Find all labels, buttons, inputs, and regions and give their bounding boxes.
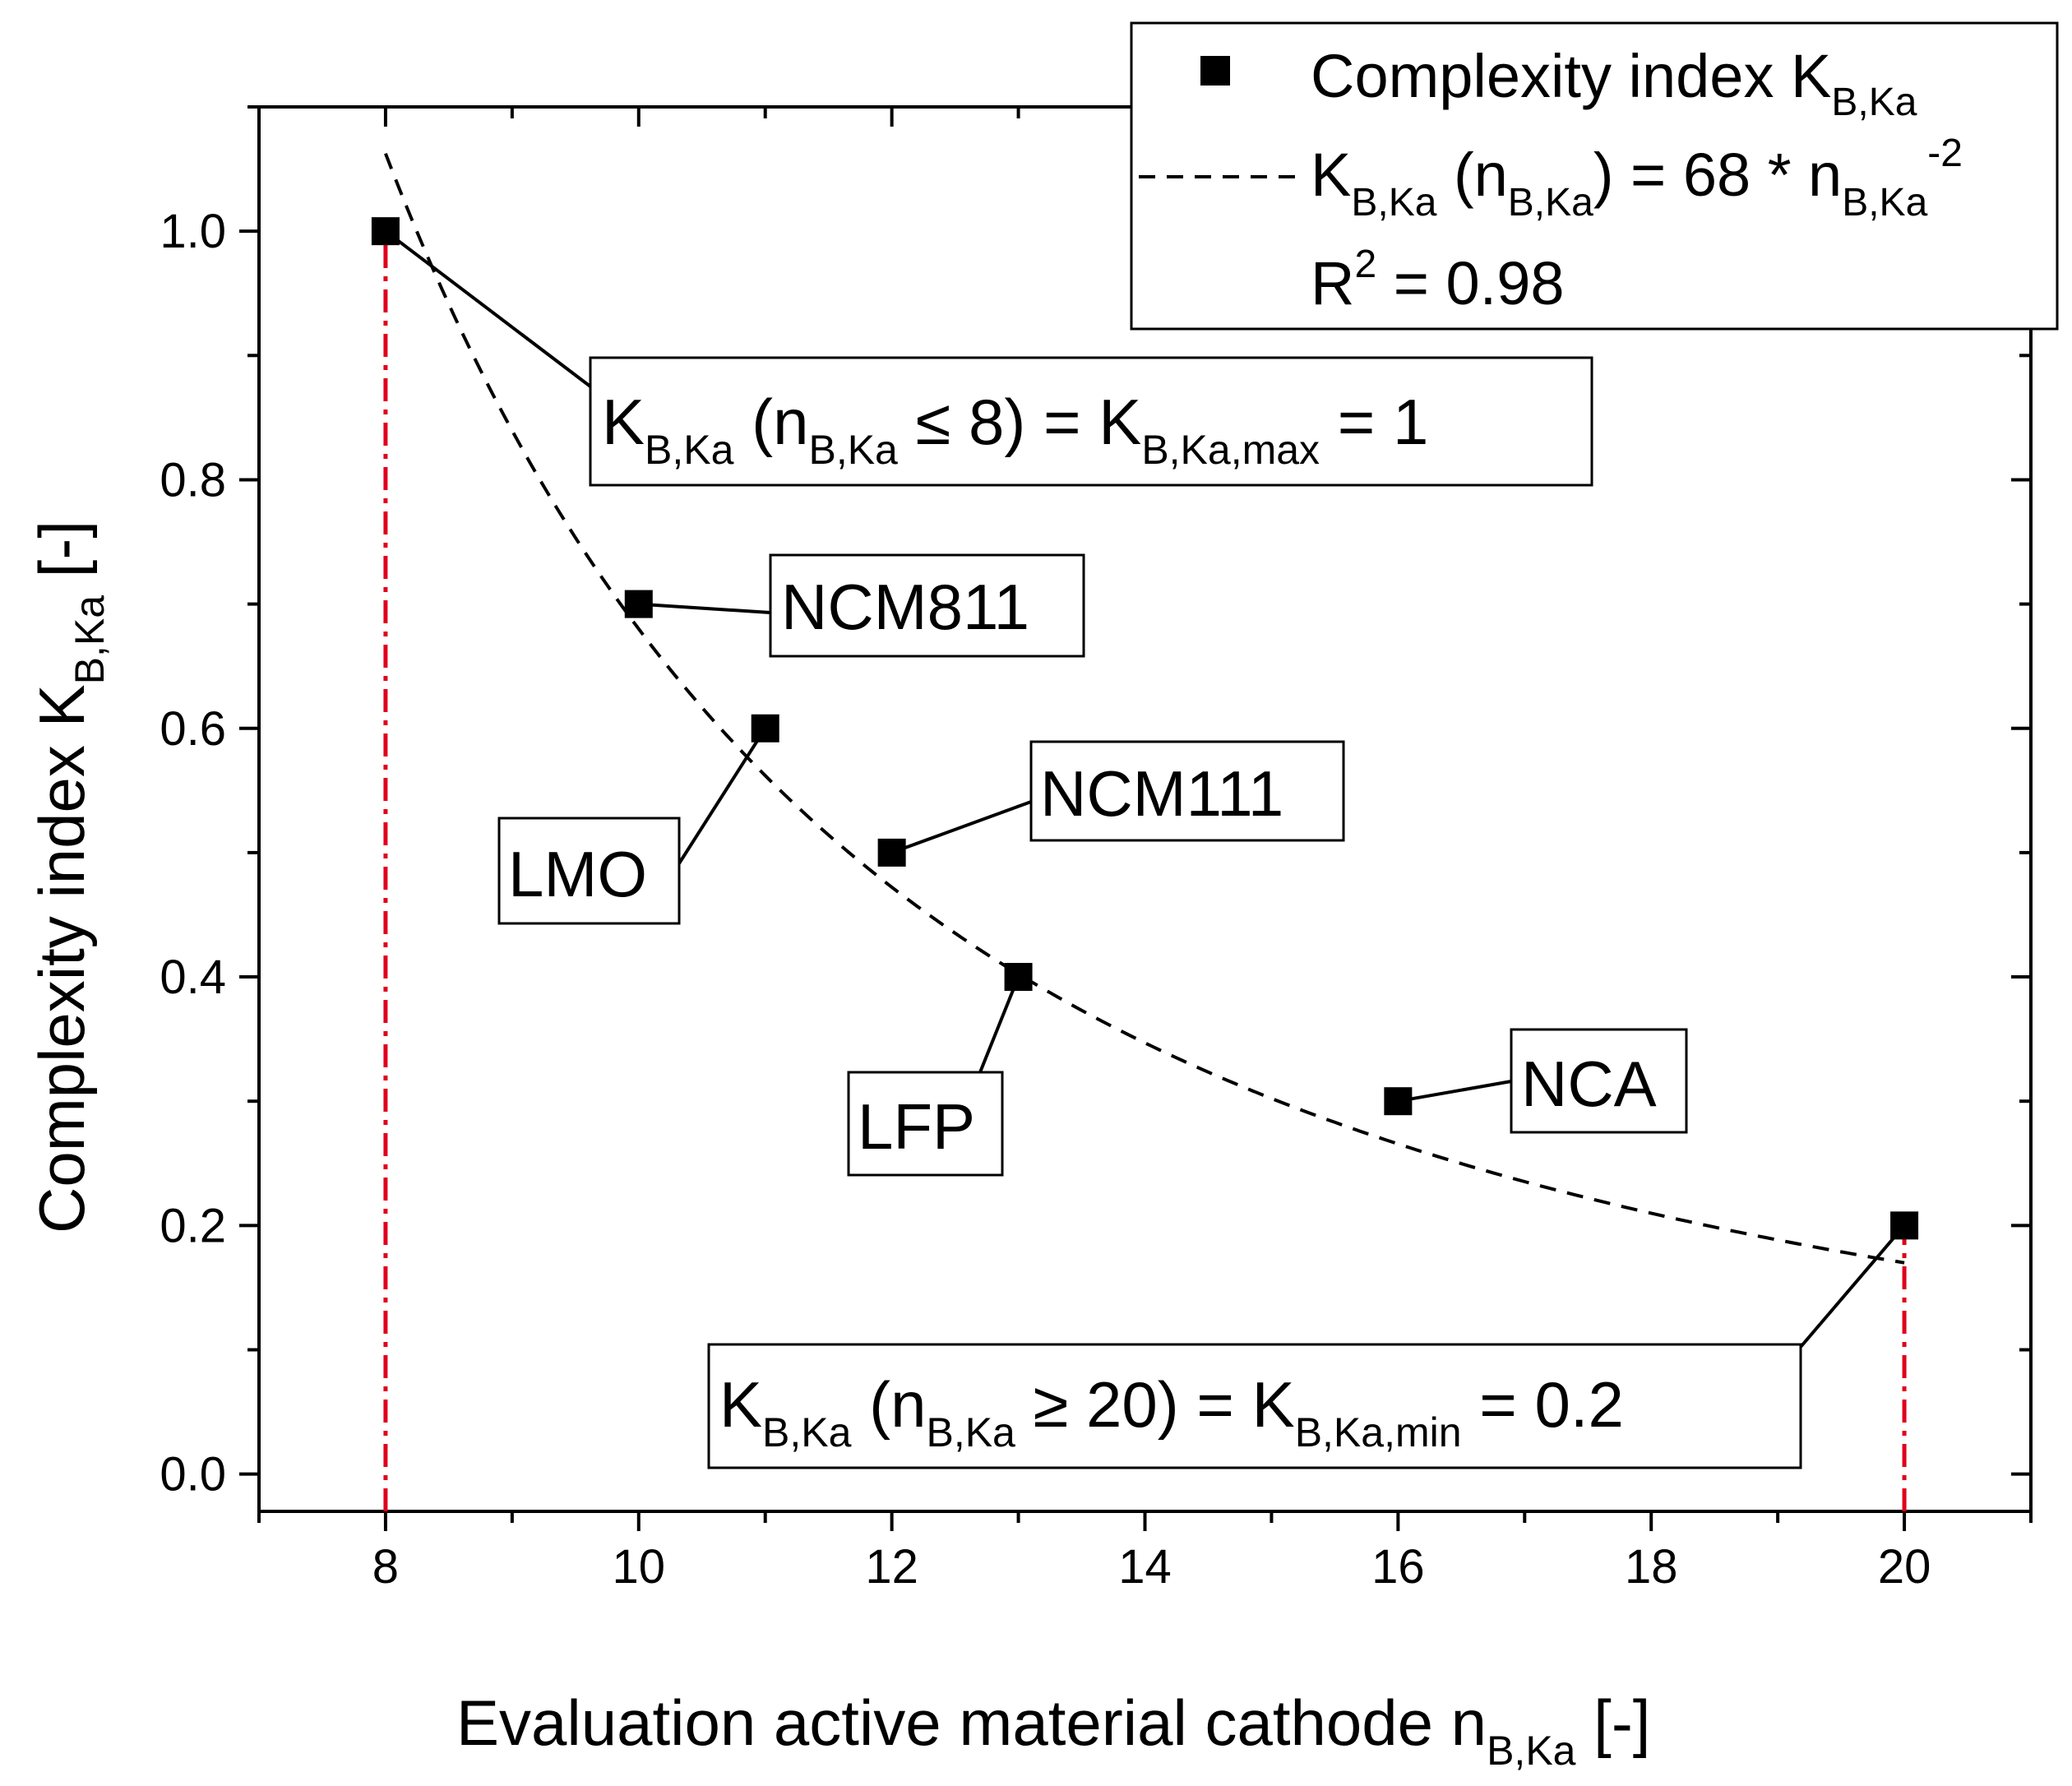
y-tick-label: 1.0: [160, 205, 226, 258]
x-tick-label: 16: [1371, 1540, 1425, 1594]
svg-text:KB,Ka (nB,Ka) = 68 * nB,Ka-2: KB,Ka (nB,Ka) = 68 * nB,Ka-2: [1311, 132, 1963, 224]
ann-nca-label: NCA: [1521, 1048, 1657, 1120]
legend-series-label: Complexity index KB,Ka: [1311, 42, 1917, 124]
annotation-ncm111: NCM111: [1029, 740, 1345, 842]
leader-ncm111: [890, 800, 1032, 854]
data-point: [624, 590, 653, 618]
x-tick-label: 14: [1118, 1540, 1172, 1594]
leader-lfp: [978, 976, 1020, 1073]
x-tick-label: 20: [1878, 1540, 1931, 1594]
leader-kmin: [1799, 1224, 1906, 1349]
annotation-kmax: KB,Ka (nB,Ka ≤ 8) = KB,Ka,max = 1: [589, 356, 1593, 487]
leader-lmo: [678, 727, 767, 865]
svg-text:R2 = 0.98: R2 = 0.98: [1311, 243, 1565, 317]
y-tick-label: 0.4: [160, 951, 226, 1004]
leader-kmax: [384, 229, 592, 388]
data-point: [1004, 963, 1033, 992]
data-points: [371, 217, 1919, 1240]
y-tick-label: 0.2: [160, 1199, 226, 1252]
leader-ncm811: [638, 602, 771, 614]
legend-marker-square: [1200, 56, 1230, 86]
ann-lfp-label: LFP: [858, 1090, 975, 1163]
ann-ncm811-label: NCM811: [781, 571, 1029, 643]
x-tick-label: 18: [1625, 1540, 1678, 1594]
leader-nca: [1398, 1080, 1512, 1104]
x-tick-label: 8: [372, 1540, 399, 1594]
annotation-lmo: LMO: [497, 817, 681, 925]
data-point: [1384, 1087, 1413, 1116]
fit-curve: [384, 152, 1905, 1265]
x-axis-title: Evaluation active material cathode nB,Ka…: [456, 1687, 1650, 1774]
data-point: [371, 217, 400, 246]
annotation-ncm811: NCM811: [769, 553, 1085, 658]
annotation-nca: NCA: [1510, 1028, 1688, 1134]
svg-text:KB,Ka (nB,Ka ≥ 20) = KB,Ka,min: KB,Ka (nB,Ka ≥ 20) = KB,Ka,min = 0.2: [719, 1368, 1624, 1455]
reference-lines: [383, 231, 1907, 1511]
annotation-leaders: [384, 229, 1906, 1349]
legend: Complexity index KB,Ka KB,Ka (nB,Ka) = 6…: [1130, 21, 2059, 331]
y-tick-labels: 0.0 0.2 0.4 0.6 0.8 1.0: [160, 205, 226, 1501]
y-tick-label: 0.6: [160, 702, 226, 756]
x-tick-label: 12: [865, 1540, 918, 1594]
annotation-kmin: KB,Ka (nB,Ka ≥ 20) = KB,Ka,min = 0.2: [707, 1343, 1802, 1469]
axis-ticks: [239, 105, 2033, 1531]
data-point: [1890, 1211, 1919, 1240]
data-point: [751, 714, 779, 743]
annotation-lfp: LFP: [847, 1071, 1004, 1177]
ann-ncm111-label: NCM111: [1040, 757, 1283, 830]
ann-lmo-label: LMO: [508, 838, 647, 910]
y-axis-title: Complexity index KB,Ka [-]: [25, 521, 113, 1233]
y-tick-label: 0.8: [160, 453, 226, 507]
y-tick-label: 0.0: [160, 1448, 226, 1501]
x-tick-labels: 8 10 12 14 16 18 20: [372, 1540, 1931, 1594]
svg-text:KB,Ka (nB,Ka ≤ 8) = KB,Ka,max: KB,Ka (nB,Ka ≤ 8) = KB,Ka,max = 1: [602, 386, 1428, 473]
data-point: [877, 838, 906, 867]
x-tick-label: 10: [613, 1540, 666, 1594]
